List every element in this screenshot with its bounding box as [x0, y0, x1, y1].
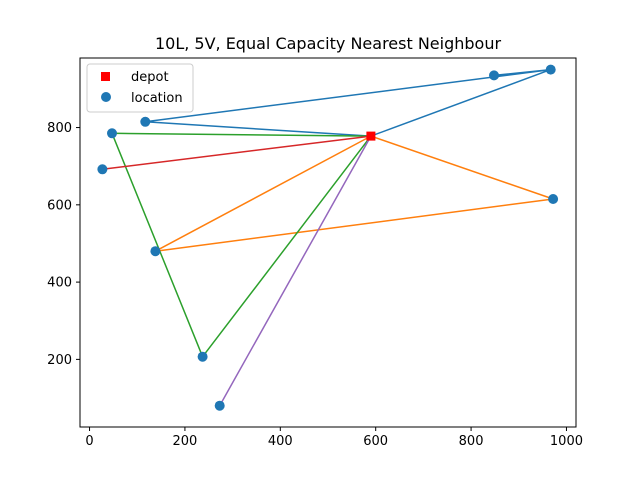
- location-point-3: [140, 116, 151, 127]
- depot-marker: [366, 131, 376, 141]
- legend-location-label: location: [131, 91, 183, 106]
- location-point-9: [214, 400, 225, 411]
- x-tick-label: 600: [363, 434, 388, 449]
- y-tick-label: 600: [47, 198, 72, 213]
- axes-layer: 0 200 400 600 800 1000 200 400 600 800: [47, 57, 583, 449]
- x-tick-label: 800: [459, 434, 484, 449]
- x-tick-label: 400: [268, 434, 293, 449]
- y-tick-label: 400: [47, 276, 72, 291]
- legend: depot location: [86, 63, 194, 113]
- legend-location-marker: [101, 92, 111, 102]
- route-line-1: [144, 68, 552, 137]
- location-point-4: [107, 128, 117, 139]
- x-tick-label: 1000: [550, 434, 583, 449]
- location-point-8: [197, 351, 208, 362]
- location-point-5: [97, 164, 108, 175]
- points-layer: [97, 64, 559, 411]
- location-point-6: [548, 194, 559, 204]
- location-point-7: [150, 246, 161, 257]
- plot-frame: [79, 57, 577, 428]
- legend-depot-label: depot: [131, 70, 169, 85]
- x-tick-label: 0: [85, 434, 93, 449]
- x-tick-label: 200: [173, 434, 198, 449]
- chart-title: 10L, 5V, Equal Capacity Nearest Neighbou…: [155, 34, 502, 53]
- location-point-2: [489, 70, 499, 81]
- legend-box: [86, 63, 194, 113]
- y-tick-label: 800: [47, 121, 72, 136]
- legend-depot-marker: [101, 72, 110, 81]
- route-line-2: [154, 135, 554, 252]
- route-line-3: [111, 132, 372, 358]
- location-point-1: [545, 64, 556, 75]
- y-tick-label: 200: [47, 353, 72, 368]
